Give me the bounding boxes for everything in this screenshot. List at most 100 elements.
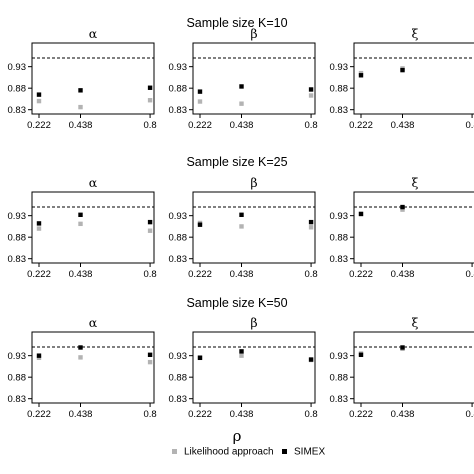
simex-point bbox=[78, 88, 83, 93]
simex-point bbox=[78, 212, 83, 218]
panel-title: β bbox=[250, 26, 257, 41]
legend-swatch bbox=[172, 449, 177, 454]
y-tick-label: 0.83 bbox=[330, 394, 349, 405]
x-tick-label: 0.438 bbox=[391, 409, 415, 420]
y-tick-label: 0.93 bbox=[169, 351, 188, 362]
y-tick-label: 0.93 bbox=[8, 211, 27, 222]
x-tick-label: 0.8 bbox=[143, 269, 156, 280]
y-tick-label: 0.88 bbox=[169, 233, 188, 244]
legend-label: SIMEX bbox=[294, 447, 325, 458]
likelihood-point bbox=[147, 98, 153, 103]
simex-point bbox=[36, 353, 42, 358]
likelihood-point bbox=[308, 93, 314, 98]
x-tick-label: 0.438 bbox=[69, 120, 93, 131]
panel-title: ξ bbox=[412, 315, 419, 330]
x-tick-label: 0.438 bbox=[230, 269, 254, 280]
panel-title: ξ bbox=[412, 26, 419, 41]
simex-point bbox=[400, 345, 405, 350]
y-tick-label: 0.88 bbox=[8, 373, 27, 384]
x-axis-label: ρ bbox=[233, 427, 242, 445]
simex-point bbox=[308, 357, 314, 362]
x-tick-label: 0.438 bbox=[230, 409, 254, 420]
y-tick-label: 0.88 bbox=[330, 84, 349, 95]
simex-point bbox=[197, 222, 203, 227]
y-tick-label: 0.83 bbox=[8, 394, 27, 405]
likelihood-point bbox=[36, 98, 42, 104]
panel-frame bbox=[192, 42, 316, 115]
x-tick-label: 0.8 bbox=[304, 409, 317, 420]
x-tick-label: 0.8 bbox=[465, 120, 474, 131]
y-tick-label: 0.83 bbox=[169, 394, 188, 405]
simex-point bbox=[78, 345, 83, 350]
simex-point bbox=[147, 85, 153, 90]
simex-point bbox=[400, 204, 405, 210]
y-tick-label: 0.83 bbox=[8, 254, 27, 265]
panel-title: ξ bbox=[412, 175, 419, 190]
y-tick-label: 0.93 bbox=[330, 62, 349, 73]
likelihood-point bbox=[239, 101, 244, 106]
x-tick-label: 0.222 bbox=[27, 120, 51, 131]
simex-point bbox=[239, 212, 244, 218]
x-tick-label: 0.222 bbox=[188, 120, 212, 131]
simex-point bbox=[358, 73, 364, 78]
x-tick-label: 0.222 bbox=[188, 409, 212, 420]
row-title: Sample size K=10 bbox=[186, 16, 287, 30]
x-tick-label: 0.222 bbox=[349, 269, 373, 280]
likelihood-point bbox=[147, 359, 153, 365]
simex-point bbox=[239, 84, 244, 89]
simex-point bbox=[36, 221, 42, 226]
x-tick-label: 0.222 bbox=[349, 120, 373, 131]
x-tick-label: 0.8 bbox=[465, 409, 474, 420]
legend-swatch bbox=[282, 449, 287, 454]
y-tick-label: 0.93 bbox=[169, 211, 188, 222]
likelihood-point bbox=[78, 355, 83, 360]
panel-title: α bbox=[89, 26, 98, 41]
likelihood-point bbox=[239, 224, 244, 229]
likelihood-point bbox=[78, 221, 83, 227]
likelihood-point bbox=[36, 226, 42, 231]
x-tick-label: 0.8 bbox=[143, 409, 156, 420]
simex-point bbox=[147, 219, 153, 225]
panel-frame bbox=[31, 42, 155, 115]
simex-point bbox=[358, 352, 364, 358]
x-tick-label: 0.222 bbox=[188, 269, 212, 280]
likelihood-point bbox=[78, 104, 83, 110]
x-tick-label: 0.8 bbox=[304, 269, 317, 280]
simex-point bbox=[358, 211, 364, 217]
x-tick-label: 0.438 bbox=[69, 269, 93, 280]
y-tick-label: 0.83 bbox=[8, 105, 27, 116]
y-tick-label: 0.93 bbox=[8, 351, 27, 362]
row-title: Sample size K=50 bbox=[186, 296, 287, 310]
panel-frame bbox=[192, 191, 316, 264]
x-tick-label: 0.438 bbox=[391, 269, 415, 280]
x-tick-label: 0.222 bbox=[349, 409, 373, 420]
simex-point bbox=[197, 355, 203, 361]
likelihood-point bbox=[239, 353, 244, 358]
row-title: Sample size K=25 bbox=[186, 155, 287, 169]
x-tick-label: 0.8 bbox=[304, 120, 317, 131]
y-tick-label: 0.93 bbox=[330, 351, 349, 362]
likelihood-point bbox=[197, 99, 203, 104]
panel-title: β bbox=[250, 175, 257, 190]
likelihood-point bbox=[147, 228, 153, 233]
simex-point bbox=[308, 219, 314, 225]
y-tick-label: 0.93 bbox=[8, 62, 27, 73]
x-tick-label: 0.222 bbox=[27, 409, 51, 420]
panel-frame bbox=[353, 191, 474, 264]
likelihood-point bbox=[308, 225, 314, 230]
simex-point bbox=[197, 89, 203, 94]
panel-frame bbox=[31, 191, 155, 264]
panel-frame bbox=[192, 331, 316, 404]
panel-title: β bbox=[250, 315, 257, 330]
panel-title: α bbox=[89, 315, 98, 330]
x-tick-label: 0.438 bbox=[391, 120, 415, 131]
simex-point bbox=[239, 349, 244, 354]
y-tick-label: 0.88 bbox=[8, 84, 27, 95]
y-tick-label: 0.93 bbox=[330, 211, 349, 222]
y-tick-label: 0.88 bbox=[330, 373, 349, 384]
simex-point bbox=[147, 352, 153, 358]
simex-point bbox=[308, 87, 314, 92]
y-tick-label: 0.83 bbox=[330, 254, 349, 265]
simex-point bbox=[36, 92, 42, 97]
